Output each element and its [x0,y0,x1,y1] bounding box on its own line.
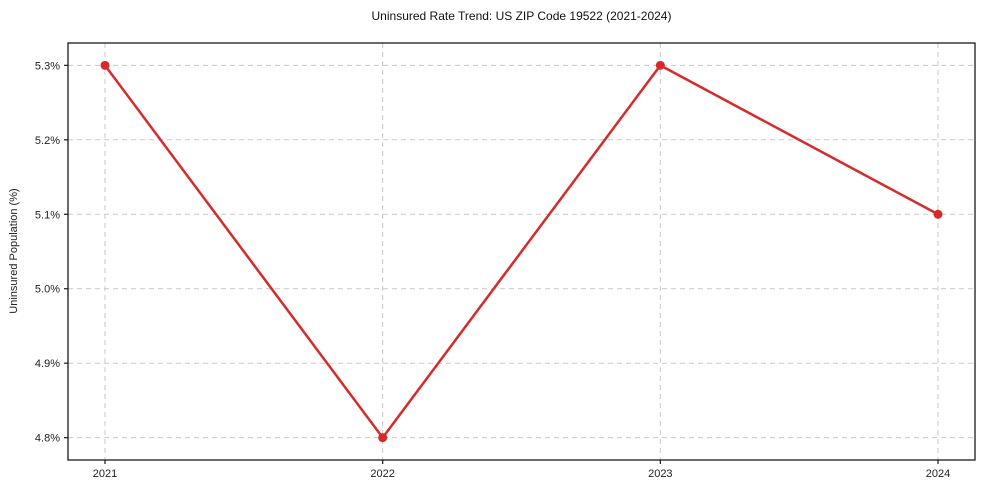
data-point-2021 [100,60,110,70]
y-tick-label: 5.1% [35,209,60,221]
data-point-2024 [933,209,943,219]
y-tick-label: 5.2% [35,135,60,147]
series-line [103,64,940,439]
x-tick-label: 2024 [926,468,950,480]
plot-border [67,42,976,461]
x-tick-label: 2022 [370,468,394,480]
chart-title: Uninsured Rate Trend: US ZIP Code 19522 … [371,9,672,23]
data-point-2022 [378,433,388,443]
x-tick-label: 2023 [648,468,672,480]
x-tick-label: 2021 [93,468,117,480]
y-tick-label: 4.8% [35,433,60,445]
y-tick-label: 4.9% [35,358,60,370]
data-point-2023 [655,60,665,70]
y-tick-label: 5.3% [35,60,60,72]
y-tick-label: 5.0% [35,284,60,296]
